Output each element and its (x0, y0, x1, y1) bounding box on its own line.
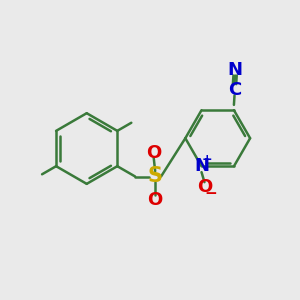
Text: −: − (205, 186, 217, 201)
Text: O: O (197, 178, 212, 196)
Text: S: S (148, 167, 163, 187)
Text: O: O (146, 144, 161, 162)
Text: N: N (194, 157, 209, 175)
Text: C: C (228, 81, 241, 99)
Text: +: + (202, 153, 213, 166)
Text: N: N (228, 61, 243, 79)
Text: O: O (148, 191, 163, 209)
